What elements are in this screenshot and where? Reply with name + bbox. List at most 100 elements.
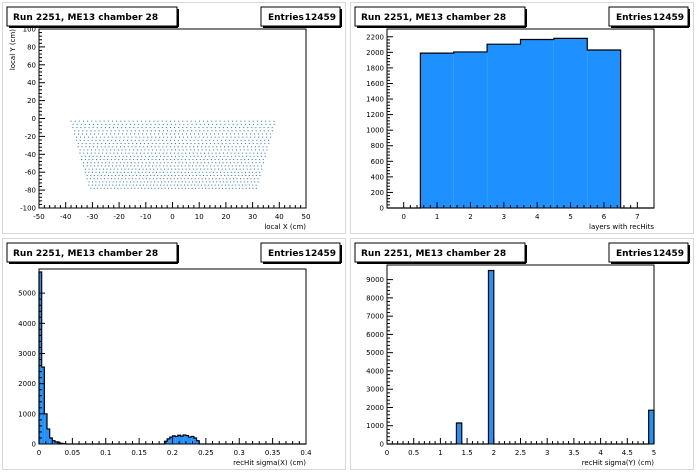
data-point [149,156,150,157]
data-point [263,159,264,160]
data-point [102,153,103,154]
data-point [174,140,175,141]
data-point [238,175,239,176]
data-point [211,130,212,131]
data-point [198,149,199,150]
data-point [113,153,114,154]
data-point [159,146,160,147]
data-point [96,169,97,170]
data-point [119,165,120,166]
data-point [89,143,90,144]
data-point [237,143,238,144]
data-point [119,130,120,131]
data-point [202,172,203,173]
data-point [119,140,120,141]
data-point [232,169,233,170]
data-point [178,153,179,154]
data-point [83,149,84,150]
bar [456,423,461,444]
data-point [139,146,140,147]
data-point [89,181,90,182]
data-point [233,178,234,179]
data-point [188,165,189,166]
data-point [163,143,164,144]
data-point [238,153,239,154]
data-point [234,133,235,134]
data-point [91,121,92,122]
data-point [175,143,176,144]
data-point [219,130,220,131]
data-point [254,181,255,182]
data-point [103,159,104,160]
data-point [184,185,185,186]
data-point [207,137,208,138]
data-point [80,140,81,141]
data-point [257,156,258,157]
data-point [140,153,141,154]
x-tick-label: 4 [598,449,603,457]
data-point [177,165,178,166]
data-point [193,146,194,147]
data-point [179,143,180,144]
data-point [191,137,192,138]
data-point [82,130,83,131]
data-point [227,156,228,157]
data-point [92,140,93,141]
data-point [106,149,107,150]
data-point [106,133,107,134]
data-point [114,149,115,150]
data-point [240,169,241,170]
data-point [120,172,121,173]
data-point [159,165,160,166]
data-point [243,178,244,179]
data-point [239,127,240,128]
data-point [260,130,261,131]
data-point [85,146,86,147]
data-point [227,181,228,182]
data-point [256,130,257,131]
data-point [205,146,206,147]
data-point [133,175,134,176]
data-point [137,159,138,160]
data-point [110,172,111,173]
data-point [231,175,232,176]
data-point [253,124,254,125]
data-point [225,140,226,141]
data-point [110,149,111,150]
data-point [240,181,241,182]
data-point [150,175,151,176]
data-point [152,172,153,173]
data-point [94,133,95,134]
data-point [178,146,179,147]
data-point [228,175,229,176]
data-point [209,181,210,182]
bar [554,38,587,208]
data-point [103,172,104,173]
data-point [109,185,110,186]
data-point [212,124,213,125]
data-point [216,181,217,182]
data-point [120,121,121,122]
y-tick-label: 8000 [366,294,384,302]
data-point [256,162,257,163]
data-point [187,137,188,138]
data-point [249,140,250,141]
data-point [156,165,157,166]
plot-frame [387,265,654,444]
data-point [145,172,146,173]
data-point [101,175,102,176]
data-point [154,175,155,176]
data-point [182,175,183,176]
data-point [160,169,161,170]
y-tick-label: 6000 [366,331,384,339]
data-point [232,165,233,166]
data-point [95,140,96,141]
data-point [94,175,95,176]
data-point [256,188,257,189]
data-point [253,121,254,122]
data-point [251,146,252,147]
data-point [248,159,249,160]
data-point [262,146,263,147]
